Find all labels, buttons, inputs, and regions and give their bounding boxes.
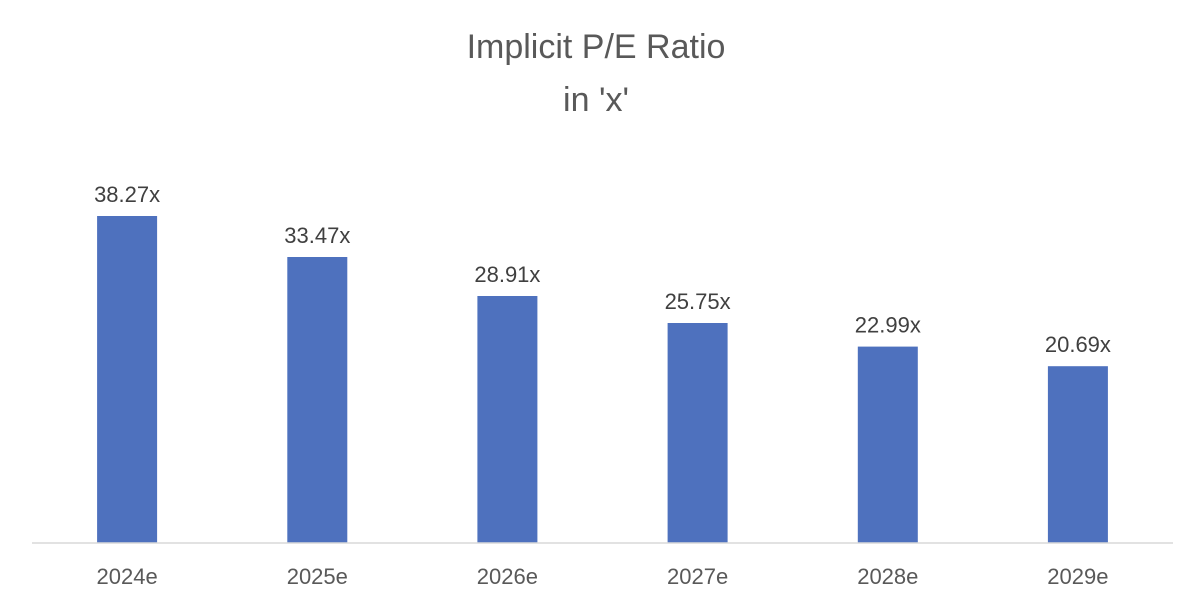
data-label-2027e: 25.75x xyxy=(665,289,731,314)
x-tick-label-2025e: 2025e xyxy=(287,564,348,589)
x-tick-label-2028e: 2028e xyxy=(857,564,918,589)
x-tick-label-2026e: 2026e xyxy=(477,564,538,589)
data-label-2029e: 20.69x xyxy=(1045,332,1111,357)
bar-2029e xyxy=(1047,366,1108,543)
data-label-2026e: 28.91x xyxy=(474,262,540,287)
bar-2028e xyxy=(857,346,918,543)
data-label-2024e: 38.27x xyxy=(94,182,160,207)
bar-2025e xyxy=(287,257,348,543)
x-tick-label-2024e: 2024e xyxy=(97,564,158,589)
x-axis-tick-labels: 2024e 2025e 2026e 2027e 2028e 2029e xyxy=(97,564,1109,589)
bar-2026e xyxy=(477,296,538,543)
x-tick-label-2027e: 2027e xyxy=(667,564,728,589)
data-label-2028e: 22.99x xyxy=(855,313,921,338)
x-tick-label-2029e: 2029e xyxy=(1047,564,1108,589)
chart-subtitle: in 'x' xyxy=(563,81,629,119)
data-labels-group: 38.27x 33.47x 28.91x 25.75x 22.99x 20.69x xyxy=(94,182,1111,357)
bar-2024e xyxy=(97,216,158,543)
chart-title: Implicit P/E Ratio xyxy=(467,28,726,66)
bars-group xyxy=(97,216,1108,543)
bar-2027e xyxy=(667,323,728,543)
data-label-2025e: 33.47x xyxy=(284,223,350,248)
